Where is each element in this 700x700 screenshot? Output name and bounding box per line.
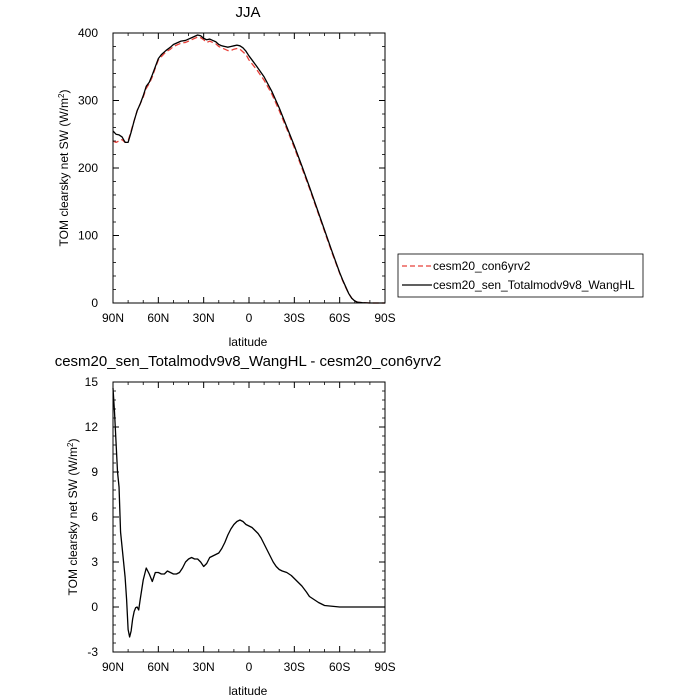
bottom-y-tick-label: 3 xyxy=(91,555,98,569)
top-y-tick-label: 100 xyxy=(78,229,98,243)
top-x-axis-label: latitude xyxy=(229,335,268,349)
bottom-y-tick-label: 15 xyxy=(85,375,99,389)
top-y-tick-label: 300 xyxy=(78,94,98,108)
bottom-series-line-0 xyxy=(112,387,385,638)
top-x-tick-label: 0 xyxy=(246,311,253,325)
bottom-y-tick-label: 0 xyxy=(91,600,98,614)
legend-box xyxy=(397,253,644,298)
top-x-tick-label: 60S xyxy=(329,311,350,325)
legend-label-con6yrv2: cesm20_con6yrv2 xyxy=(433,259,531,273)
top-chart-title: JJA xyxy=(235,4,260,21)
bottom-y-tick-label: -3 xyxy=(87,645,98,659)
bottom-y-tick-label: 9 xyxy=(91,465,98,479)
bottom-x-tick-label: 90N xyxy=(102,660,124,674)
bottom-chart-title: cesm20_sen_Totalmodv9v8_WangHL - cesm20_… xyxy=(55,353,442,370)
bottom-x-tick-label: 30N xyxy=(193,660,215,674)
top-y-axis-label: TOM clearsky net SW (W/m2) xyxy=(57,90,71,247)
panel-bottom: cesm20_sen_Totalmodv9v8_WangHL - cesm20_… xyxy=(55,353,442,698)
top-plot-frame xyxy=(112,32,386,304)
bottom-x-axis-label: latitude xyxy=(229,684,268,698)
panel-top: JJA 90N 60N 30N 0 30S 60S 90S 0 100 200 300 400 lat… xyxy=(57,4,644,349)
top-y-tick-label: 200 xyxy=(78,161,98,175)
top-series-line-0 xyxy=(112,36,385,304)
top-y-tick-label: 400 xyxy=(78,26,98,40)
top-x-tick-label: 30S xyxy=(284,311,305,325)
bottom-y-axis-label: TOM clearsky net SW (W/m2) xyxy=(66,439,80,596)
bottom-x-tick-label: 90S xyxy=(374,660,395,674)
legend-label-wanghl: cesm20_sen_Totalmodv9v8_WangHL xyxy=(433,278,635,292)
top-x-tick-label: 30N xyxy=(193,311,215,325)
bottom-x-tick-label: 30S xyxy=(284,660,305,674)
top-x-tick-label: 60N xyxy=(147,311,169,325)
bottom-x-tick-label: 0 xyxy=(246,660,253,674)
legend: cesm20_con6yrv2 cesm20_sen_Totalmodv9v8_… xyxy=(397,253,644,298)
top-y-tick-label: 0 xyxy=(91,296,98,310)
top-x-tick-label: 90S xyxy=(374,311,395,325)
top-x-tick-label: 90N xyxy=(102,311,124,325)
bottom-y-tick-label: 6 xyxy=(91,510,98,524)
bottom-y-tick-label: 12 xyxy=(85,420,99,434)
top-series-line-1 xyxy=(112,34,385,304)
bottom-x-tick-label: 60N xyxy=(147,660,169,674)
bottom-plot-frame xyxy=(112,381,386,653)
bottom-x-tick-label: 60S xyxy=(329,660,350,674)
